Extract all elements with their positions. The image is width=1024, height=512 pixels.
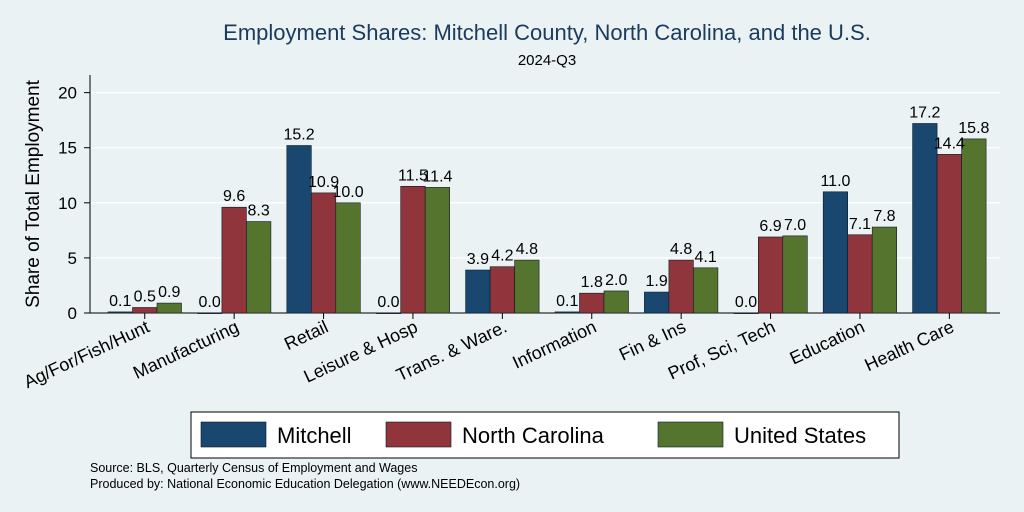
bar-mitchell xyxy=(197,312,223,314)
bar-north-carolina xyxy=(847,234,873,314)
data-labels: 0.1 0.5 0.90.09.68.315.210.910.00.011.511.… xyxy=(109,104,989,311)
legend-label: Mitchell xyxy=(277,423,352,448)
x-tick-label: Fin & Ins xyxy=(616,316,689,364)
data-label: 4.1 xyxy=(695,249,717,266)
y-tick-label: 0 xyxy=(68,304,77,323)
legend-box xyxy=(190,411,900,459)
bar-united-states xyxy=(424,187,451,314)
bar-mitchell xyxy=(733,312,759,314)
bars xyxy=(107,123,987,314)
data-label: 4.8 xyxy=(670,241,692,258)
legend: Mitchell North Carolina United States xyxy=(190,411,900,459)
legend-label: North Carolina xyxy=(462,423,605,448)
data-label: 0.1 xyxy=(109,293,131,310)
x-tick-label: Health Care xyxy=(862,316,958,375)
data-label: 11.4 xyxy=(422,168,452,185)
bar-north-carolina xyxy=(310,192,337,314)
data-label: 11.5 xyxy=(398,167,428,184)
bar-north-carolina xyxy=(668,259,694,314)
y-tick-label: 5 xyxy=(68,249,77,268)
y-tick-label: 20 xyxy=(58,84,77,103)
bar-united-states xyxy=(782,235,808,314)
y-axis-label: Share of Total Employment xyxy=(23,79,44,307)
legend-swatch xyxy=(200,421,267,448)
data-label: 15.2 xyxy=(283,127,314,144)
chart-title: Employment Shares: Mitchell County, Nort… xyxy=(223,20,871,45)
bar-united-states xyxy=(961,138,987,314)
bar-north-carolina xyxy=(936,154,962,314)
data-label: 2.0 xyxy=(605,272,627,289)
bar-united-states xyxy=(693,267,719,314)
data-label: 10.9 xyxy=(308,174,339,191)
legend-label: United States xyxy=(734,423,866,448)
data-label: 15.8 xyxy=(958,120,989,137)
bar-mitchell xyxy=(286,145,312,314)
data-label: 0.1 xyxy=(556,293,578,310)
x-tick-label: Information xyxy=(509,316,599,372)
data-label: 7.1 xyxy=(849,216,871,233)
data-label: 10.0 xyxy=(332,184,363,201)
data-label: 11.0 xyxy=(820,173,850,190)
bar-united-states xyxy=(156,302,182,314)
source-note: Source: BLS, Quarterly Census of Employm… xyxy=(90,461,417,475)
bar-united-states xyxy=(246,221,272,314)
bar-united-states xyxy=(335,202,361,314)
bar-north-carolina xyxy=(489,266,515,314)
data-label: 0.0 xyxy=(377,294,399,311)
data-label: 1.8 xyxy=(581,274,603,291)
data-label: 4.8 xyxy=(516,241,538,258)
bar-mitchell xyxy=(107,311,133,314)
data-label: 0.0 xyxy=(735,294,757,311)
data-label: 3.9 xyxy=(467,251,489,268)
bar-mitchell xyxy=(465,269,491,314)
bar-mitchell xyxy=(375,312,402,314)
data-label: 0.0 xyxy=(199,294,221,311)
bar-north-carolina xyxy=(221,206,247,314)
bar-north-carolina xyxy=(400,185,426,314)
data-label: 0.5 xyxy=(134,288,156,305)
bar-mitchell xyxy=(644,291,670,314)
data-label: 4.2 xyxy=(491,248,513,265)
data-label: 8.3 xyxy=(248,203,270,220)
data-label: 7.8 xyxy=(873,208,895,225)
data-label: 17.2 xyxy=(909,104,940,121)
bar-mitchell xyxy=(912,123,938,314)
bar-mitchell xyxy=(554,311,580,314)
bar-north-carolina xyxy=(757,236,784,314)
produced-by-note: Produced by: National Economic Education… xyxy=(90,477,520,491)
x-tick-label: Retail xyxy=(281,316,331,354)
y-tick-label: 15 xyxy=(58,139,77,158)
data-label: 7.0 xyxy=(784,217,806,234)
bar-mitchell xyxy=(822,191,849,314)
data-label: 14.4 xyxy=(934,135,965,152)
bar-north-carolina xyxy=(579,292,605,314)
y-tick-label: 10 xyxy=(58,194,77,213)
bar-united-states xyxy=(603,290,629,314)
legend-swatch xyxy=(657,421,724,448)
data-label: 1.9 xyxy=(646,273,668,290)
bar-north-carolina xyxy=(132,307,158,314)
chart-subtitle: 2024-Q3 xyxy=(518,52,576,69)
x-tick-label: Education xyxy=(787,316,868,368)
data-label: 6.9 xyxy=(759,218,781,235)
x-tick-label: Ag/For/Fish/Hunt xyxy=(21,316,153,392)
bar-united-states xyxy=(871,226,898,314)
bar-united-states xyxy=(514,259,540,314)
data-label: 9.6 xyxy=(223,188,245,205)
legend-swatch xyxy=(385,421,452,448)
data-label: 0.9 xyxy=(158,284,180,301)
